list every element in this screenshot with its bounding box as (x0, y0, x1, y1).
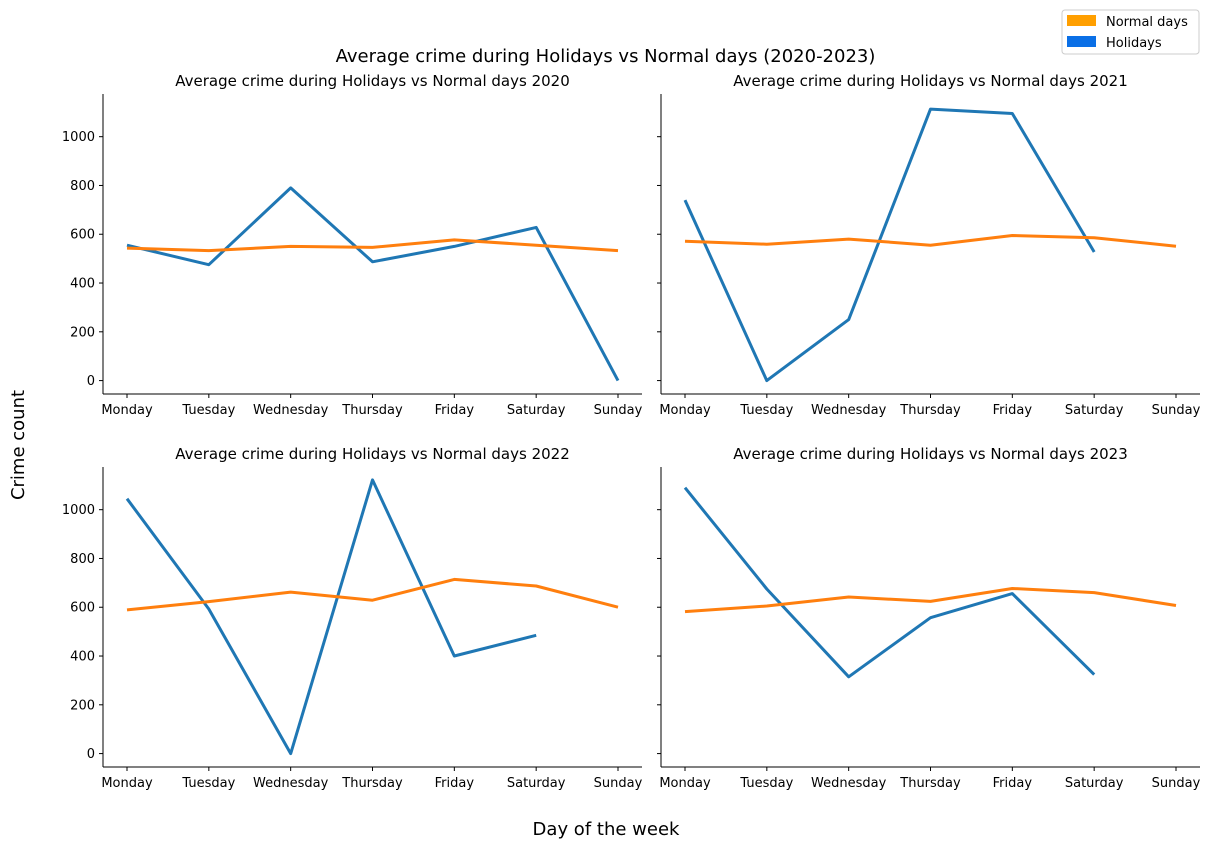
figure-ylabel: Crime count (8, 390, 29, 500)
series-line-normal-days (684, 587, 1177, 614)
series-line-normal-days (126, 577, 619, 612)
x-tick-label: Saturday (507, 776, 566, 791)
subplot-4: Average crime during Holidays vs Normal … (657, 445, 1201, 791)
legend-swatch-normal-days (1067, 15, 1096, 26)
subplot-title: Average crime during Holidays vs Normal … (175, 72, 570, 90)
y-tick-label: 0 (87, 374, 95, 389)
x-tick-label: Friday (993, 776, 1033, 791)
x-tick-label: Thursday (341, 776, 403, 791)
subplot-2: Average crime during Holidays vs Normal … (657, 72, 1201, 418)
legend-frame (1061, 9, 1200, 55)
y-tick-label: 600 (70, 601, 95, 616)
x-tick-label: Saturday (507, 403, 566, 418)
subplot-title: Average crime during Holidays vs Normal … (733, 445, 1128, 463)
legend: Normal days Holidays (1061, 9, 1200, 55)
legend-swatch-holidays (1067, 36, 1096, 47)
x-tick-label: Friday (435, 403, 475, 418)
series-line-holidays (126, 186, 620, 382)
y-tick-label: 1000 (62, 130, 95, 145)
series-line-holidays (683, 486, 1096, 679)
y-tick-label: 800 (70, 552, 95, 567)
x-tick-label: Wednesday (811, 403, 887, 418)
x-tick-label: Monday (101, 776, 153, 791)
x-tick-label: Saturday (1065, 403, 1124, 418)
y-tick-label: 400 (70, 650, 95, 665)
legend-label-holidays: Holidays (1106, 36, 1162, 51)
x-tick-label: Sunday (594, 403, 643, 418)
x-tick-label: Monday (101, 403, 153, 418)
series-line-normal-days (684, 234, 1177, 248)
x-tick-label: Sunday (594, 776, 643, 791)
figure-xlabel: Day of the week (533, 819, 680, 840)
x-tick-label: Thursday (341, 403, 403, 418)
x-tick-label: Thursday (899, 776, 961, 791)
x-tick-label: Tuesday (181, 776, 235, 791)
subplot-1: Average crime during Holidays vs Normal … (62, 72, 643, 418)
series-line-holidays (125, 478, 537, 756)
subplot-title: Average crime during Holidays vs Normal … (733, 72, 1128, 90)
subplot-3: Average crime during Holidays vs Normal … (62, 445, 643, 791)
x-tick-label: Tuesday (739, 776, 793, 791)
y-tick-label: 800 (70, 179, 95, 194)
y-tick-label: 200 (70, 698, 95, 713)
y-tick-label: 1000 (62, 503, 95, 518)
x-tick-label: Tuesday (739, 403, 793, 418)
figure-suptitle: Average crime during Holidays vs Normal … (336, 46, 876, 67)
x-tick-label: Thursday (899, 403, 961, 418)
x-tick-label: Wednesday (253, 403, 329, 418)
y-tick-label: 600 (70, 228, 95, 243)
legend-label-normal-days: Normal days (1106, 15, 1188, 30)
x-tick-label: Monday (659, 403, 711, 418)
x-tick-label: Sunday (1152, 776, 1201, 791)
x-tick-label: Wednesday (253, 776, 329, 791)
x-tick-label: Sunday (1152, 403, 1201, 418)
x-tick-label: Saturday (1065, 776, 1124, 791)
x-tick-label: Wednesday (811, 776, 887, 791)
series-line-normal-days (126, 238, 619, 253)
x-tick-label: Tuesday (181, 403, 235, 418)
y-tick-label: 0 (87, 747, 95, 762)
subplot-title: Average crime during Holidays vs Normal … (175, 445, 570, 463)
x-tick-label: Friday (993, 403, 1033, 418)
y-tick-label: 200 (70, 325, 95, 340)
y-tick-label: 400 (70, 277, 95, 292)
series-line-holidays (683, 107, 1096, 383)
x-tick-label: Monday (659, 776, 711, 791)
x-tick-label: Friday (435, 776, 475, 791)
